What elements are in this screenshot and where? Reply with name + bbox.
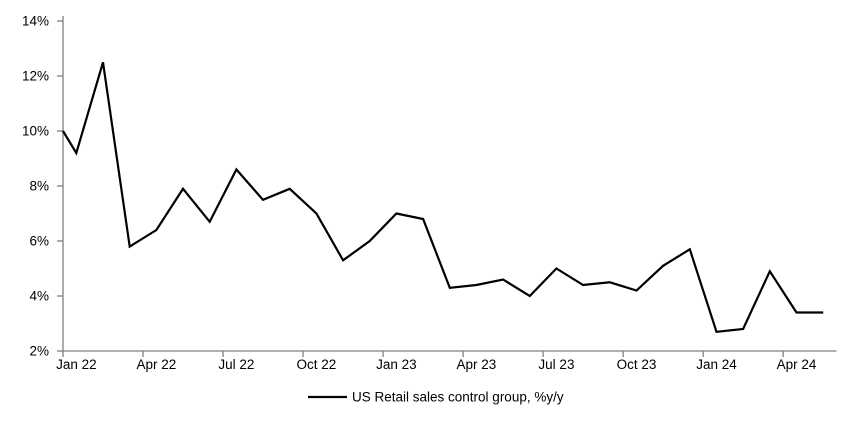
series-layer — [62, 61, 824, 333]
x-tick-label: Jan 24 — [696, 357, 737, 372]
x-tick-label: Apr 23 — [457, 357, 497, 372]
x-tick-label: Apr 22 — [136, 357, 176, 372]
legend-label: US Retail sales control group, %y/y — [352, 390, 564, 405]
y-tick-label: 2% — [29, 344, 49, 359]
legend: US Retail sales control group, %y/y — [308, 390, 564, 405]
x-tick-label: Jul 22 — [218, 357, 254, 372]
axes-layer: 14% 12% 10% 8% 6% 4% 2% Jan 22 Apr 22 Jul 22 Oct 2… — [22, 14, 837, 372]
y-tick-label: 6% — [29, 234, 49, 249]
x-tick-label: Oct 23 — [617, 357, 657, 372]
x-tick-label: Apr 24 — [777, 357, 817, 372]
retail-sales-series-line — [62, 61, 824, 333]
y-tick-label: 8% — [29, 179, 49, 194]
y-tick-label: 10% — [22, 124, 49, 139]
y-tick-label: 14% — [22, 14, 49, 29]
x-tick-label: Jul 23 — [538, 357, 574, 372]
x-tick-label: Jan 23 — [376, 357, 417, 372]
y-tick-label: 12% — [22, 69, 49, 84]
x-tick-label: Oct 22 — [296, 357, 336, 372]
y-tick-label: 4% — [29, 289, 49, 304]
x-tick-label: Jan 22 — [56, 357, 97, 372]
